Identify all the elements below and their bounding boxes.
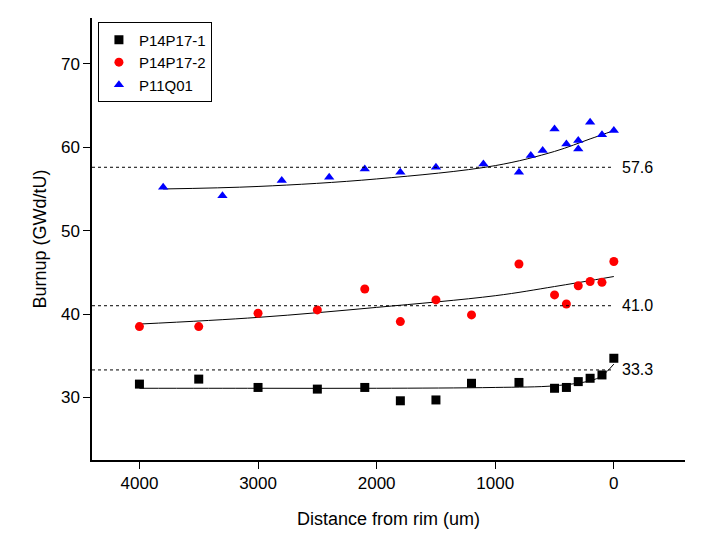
svg-text:33.3: 33.3 (622, 361, 653, 378)
svg-text:60: 60 (61, 138, 80, 157)
svg-text:P11Q01: P11Q01 (139, 77, 193, 94)
svg-text:4000: 4000 (121, 474, 159, 493)
svg-text:2000: 2000 (358, 474, 396, 493)
svg-text:Distance from rim (um): Distance from rim (um) (297, 509, 480, 529)
svg-text:P14P17-1: P14P17-1 (139, 32, 206, 49)
svg-text:57.6: 57.6 (622, 159, 653, 176)
svg-text:1000: 1000 (476, 474, 514, 493)
svg-text:Burnup (GWd/tU): Burnup (GWd/tU) (30, 169, 50, 308)
svg-text:50: 50 (61, 222, 80, 241)
svg-text:P14P17-2: P14P17-2 (139, 54, 206, 71)
svg-text:30: 30 (61, 388, 80, 407)
svg-text:40: 40 (61, 305, 80, 324)
svg-text:0: 0 (609, 474, 618, 493)
svg-text:41.0: 41.0 (622, 297, 653, 314)
svg-text:70: 70 (61, 55, 80, 74)
svg-text:3000: 3000 (239, 474, 277, 493)
